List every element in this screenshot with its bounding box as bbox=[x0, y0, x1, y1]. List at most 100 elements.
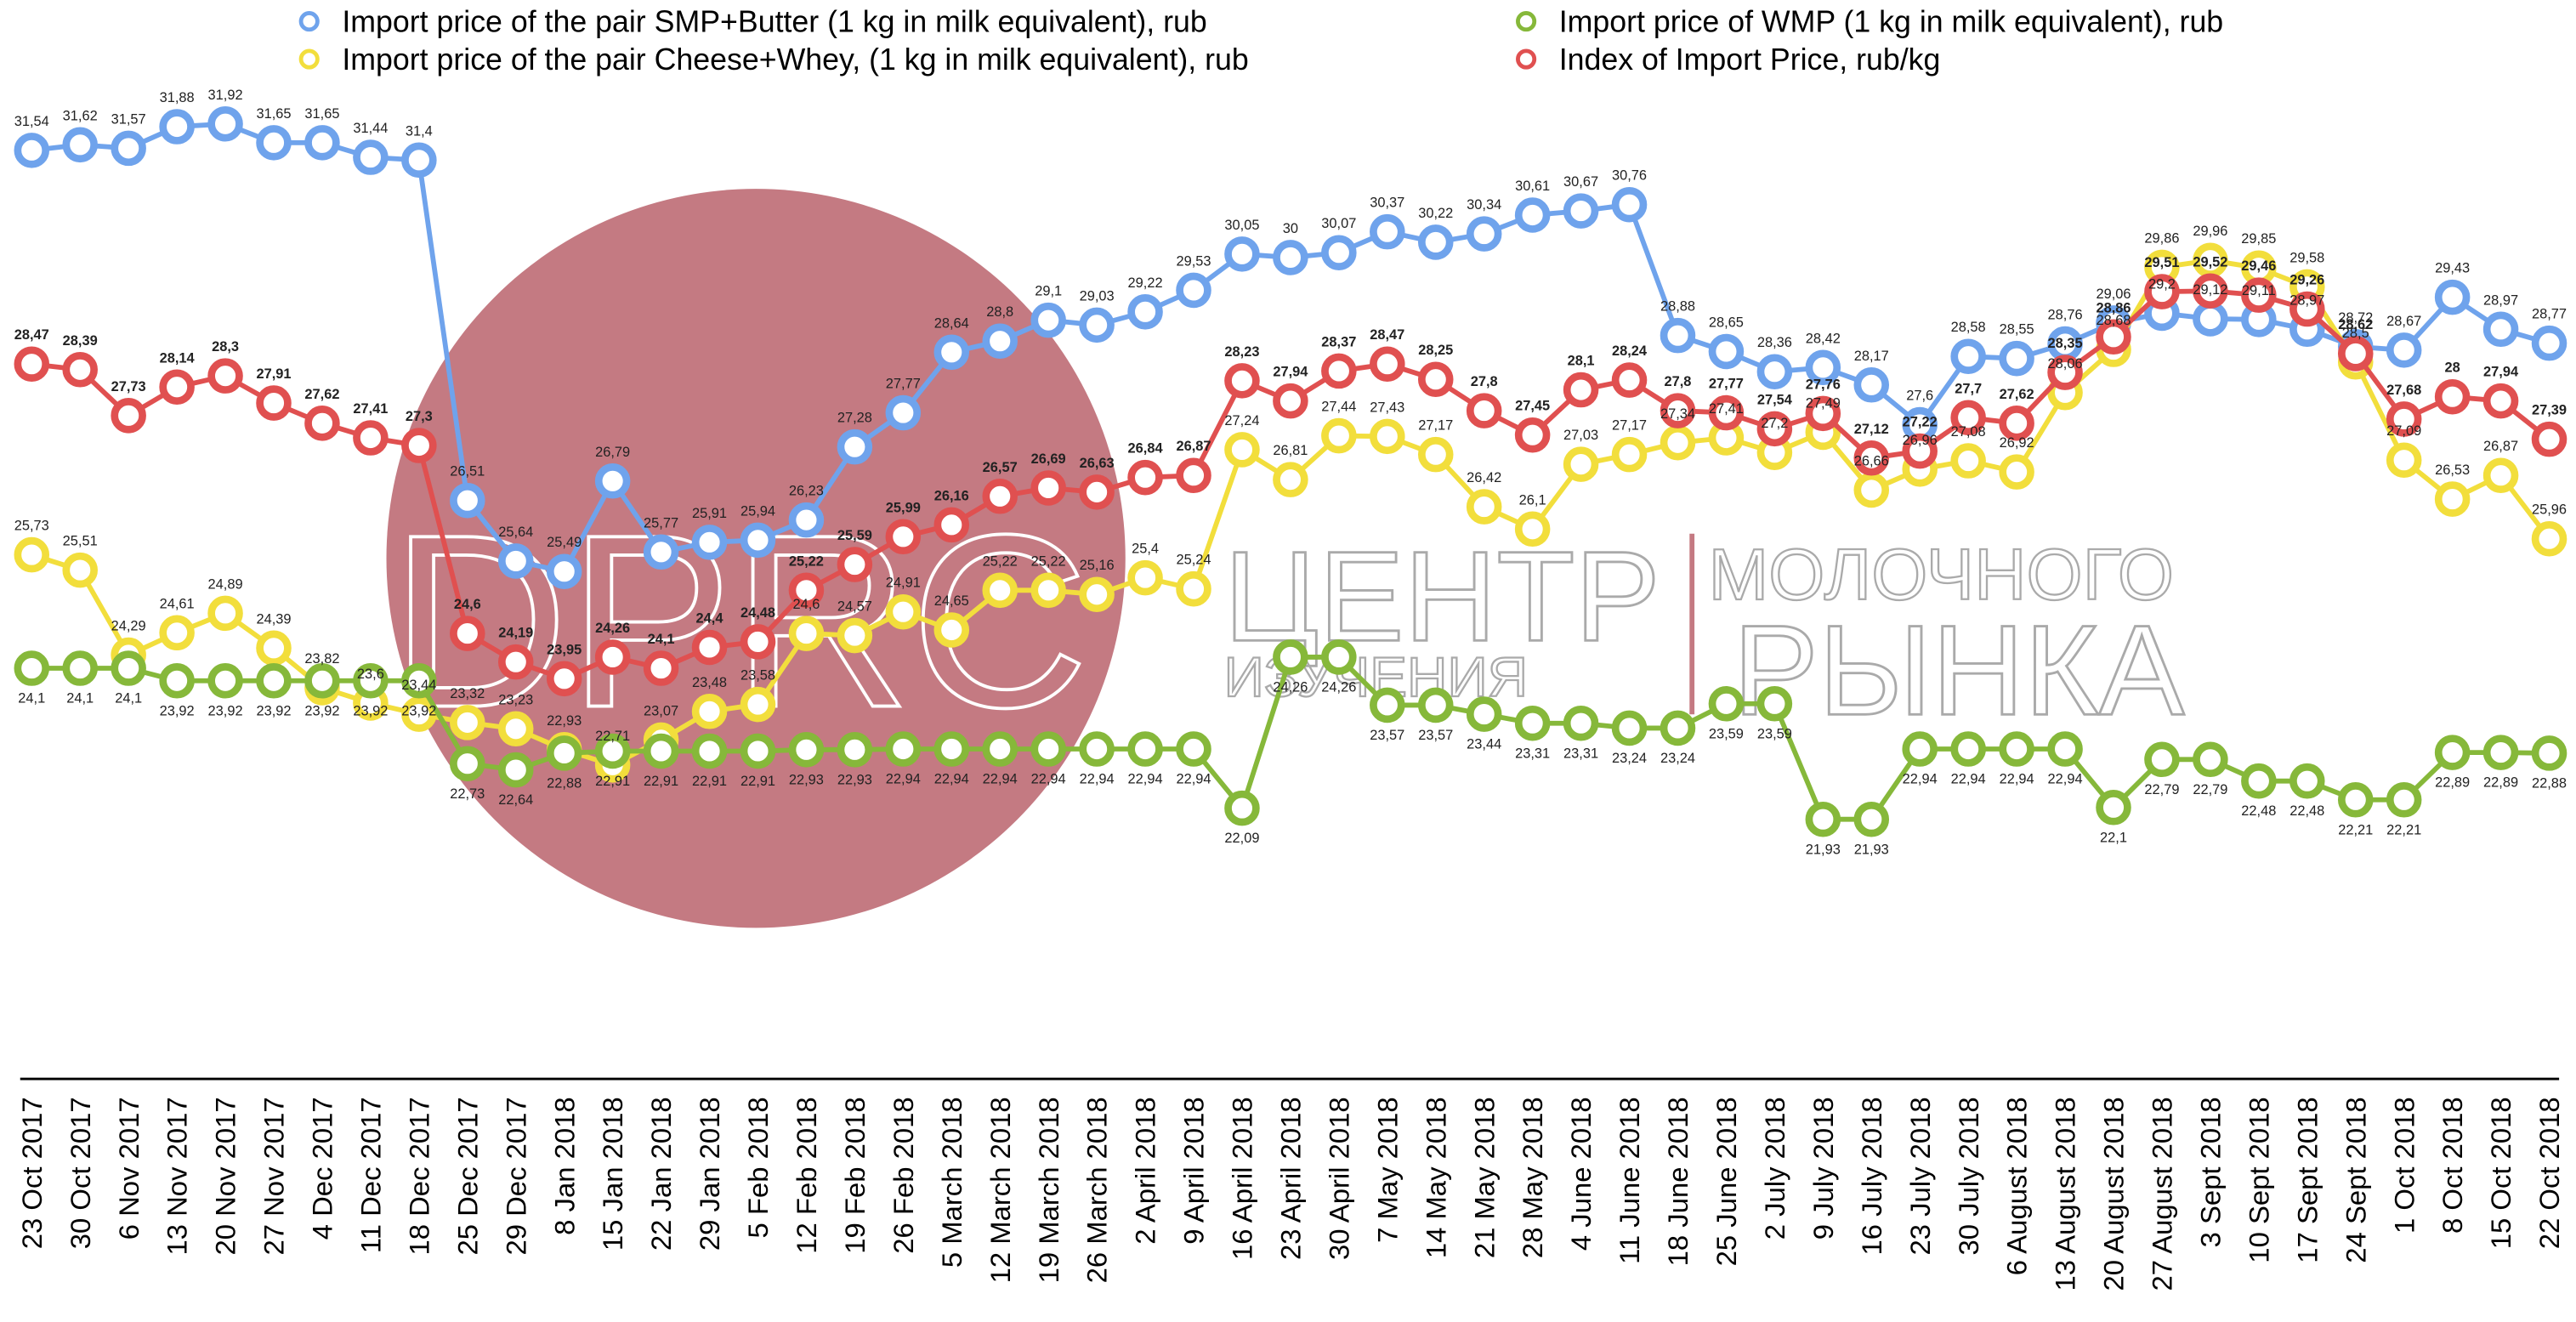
watermark-text: РЫНКА bbox=[1733, 599, 2184, 741]
point bbox=[1805, 349, 1841, 386]
point bbox=[207, 105, 243, 142]
x-tick-label: 27 Nov 2017 bbox=[258, 1097, 290, 1255]
point bbox=[1708, 394, 1745, 431]
point bbox=[933, 612, 970, 648]
legend-label: Import price of the pair SMP+Butter (1 k… bbox=[342, 5, 1206, 39]
point bbox=[1273, 383, 1308, 419]
point bbox=[1466, 489, 1502, 525]
point bbox=[2096, 319, 2131, 355]
x-tick-label: 20 August 2018 bbox=[2098, 1097, 2130, 1291]
value-label: 24,91 bbox=[886, 576, 921, 591]
value-label: 27,22 bbox=[1903, 415, 1938, 430]
value-label: 27,34 bbox=[1660, 406, 1695, 422]
value-label: 22,91 bbox=[644, 774, 678, 789]
value-label: 23,92 bbox=[160, 703, 195, 718]
value-label: 26,23 bbox=[789, 484, 824, 499]
point bbox=[1030, 572, 1066, 609]
value-label: 22,09 bbox=[1224, 831, 1259, 846]
x-tick-label: 14 May 2018 bbox=[1420, 1097, 1451, 1258]
value-label: 23,92 bbox=[208, 703, 243, 718]
value-label: 31,62 bbox=[63, 108, 98, 123]
value-label: 26,53 bbox=[2435, 462, 2470, 478]
point bbox=[594, 733, 631, 769]
value-label: 26,87 bbox=[1176, 439, 1211, 454]
value-label: 28,1 bbox=[1568, 354, 1595, 369]
value-label: 22,91 bbox=[692, 774, 727, 789]
point bbox=[546, 553, 582, 589]
value-label: 24,1 bbox=[115, 691, 142, 706]
value-label: 29,85 bbox=[2241, 231, 2276, 247]
value-label: 26,66 bbox=[1854, 453, 1889, 468]
value-label: 29,22 bbox=[1128, 275, 1163, 291]
x-tick-label: 23 Oct 2017 bbox=[16, 1097, 48, 1249]
value-label: 26,16 bbox=[934, 488, 969, 503]
point bbox=[1660, 317, 1696, 354]
value-label: 31,88 bbox=[160, 90, 195, 105]
value-label: 27,76 bbox=[1806, 377, 1841, 392]
value-label: 23,57 bbox=[1370, 728, 1404, 743]
value-label: 23,92 bbox=[256, 703, 291, 718]
x-tick-label: 6 Nov 2017 bbox=[113, 1097, 145, 1240]
value-label: 22,21 bbox=[2338, 822, 2373, 837]
value-label: 28,24 bbox=[1612, 343, 1648, 359]
x-tick-label: 4 Dec 2017 bbox=[307, 1097, 338, 1240]
value-label: 30,05 bbox=[1224, 218, 1259, 233]
value-label: 31,57 bbox=[111, 111, 146, 127]
legend-label: Index of Import Price, rub/kg bbox=[1559, 43, 1941, 77]
point bbox=[2047, 731, 2083, 767]
point bbox=[159, 109, 195, 145]
point bbox=[1708, 333, 1745, 370]
point bbox=[1805, 395, 1841, 432]
point bbox=[740, 522, 776, 559]
value-label: 31,65 bbox=[304, 106, 339, 122]
x-tick-label: 15 Jan 2018 bbox=[597, 1097, 628, 1251]
value-label: 23,31 bbox=[1515, 746, 1550, 761]
point bbox=[111, 650, 146, 686]
value-label: 29,2 bbox=[2148, 276, 2176, 292]
point bbox=[256, 125, 292, 161]
value-label: 31,65 bbox=[256, 106, 291, 122]
value-label: 27,6 bbox=[1906, 388, 1933, 403]
point bbox=[353, 139, 389, 175]
x-tick-label: 11 June 2018 bbox=[1614, 1097, 1645, 1264]
value-label: 30,67 bbox=[1563, 174, 1598, 190]
legend-marker bbox=[1516, 11, 1537, 32]
point bbox=[2386, 782, 2422, 818]
value-label: 27,44 bbox=[1321, 400, 1356, 415]
x-tick-label: 22 Oct 2018 bbox=[2533, 1097, 2565, 1249]
x-tick-label: 28 May 2018 bbox=[1517, 1097, 1548, 1258]
point bbox=[1563, 193, 1599, 229]
value-label: 26,1 bbox=[1519, 492, 1546, 508]
x-tick-label: 19 March 2018 bbox=[1033, 1097, 1064, 1283]
point bbox=[1563, 446, 1599, 482]
value-label: 28,23 bbox=[1224, 344, 1259, 360]
point bbox=[691, 629, 728, 666]
value-label: 23,31 bbox=[1563, 746, 1598, 761]
x-tick-label: 5 March 2018 bbox=[936, 1097, 967, 1268]
value-label: 23,92 bbox=[401, 703, 436, 718]
point bbox=[1273, 462, 1308, 497]
x-tick-label: 11 Dec 2017 bbox=[355, 1097, 386, 1253]
value-label: 25,24 bbox=[1176, 553, 1211, 568]
value-label: 27,94 bbox=[1273, 365, 1308, 380]
value-label: 28 bbox=[2445, 360, 2460, 376]
point bbox=[885, 519, 922, 555]
point bbox=[1611, 186, 1648, 223]
point bbox=[1563, 705, 1599, 741]
point bbox=[837, 547, 873, 582]
point bbox=[982, 731, 1018, 767]
value-label: 26,92 bbox=[2000, 435, 2034, 451]
value-label: 22,1 bbox=[2100, 830, 2127, 845]
point bbox=[1611, 436, 1648, 473]
value-label: 25,22 bbox=[789, 553, 824, 569]
point bbox=[594, 463, 631, 499]
value-label: 29,52 bbox=[2193, 254, 2227, 270]
point bbox=[1370, 213, 1405, 250]
value-label: 22,93 bbox=[547, 713, 582, 729]
point bbox=[14, 346, 50, 382]
value-label: 28,55 bbox=[2000, 322, 2034, 338]
point bbox=[1950, 400, 1986, 436]
point bbox=[256, 630, 292, 667]
value-label: 28,86 bbox=[2096, 300, 2131, 315]
